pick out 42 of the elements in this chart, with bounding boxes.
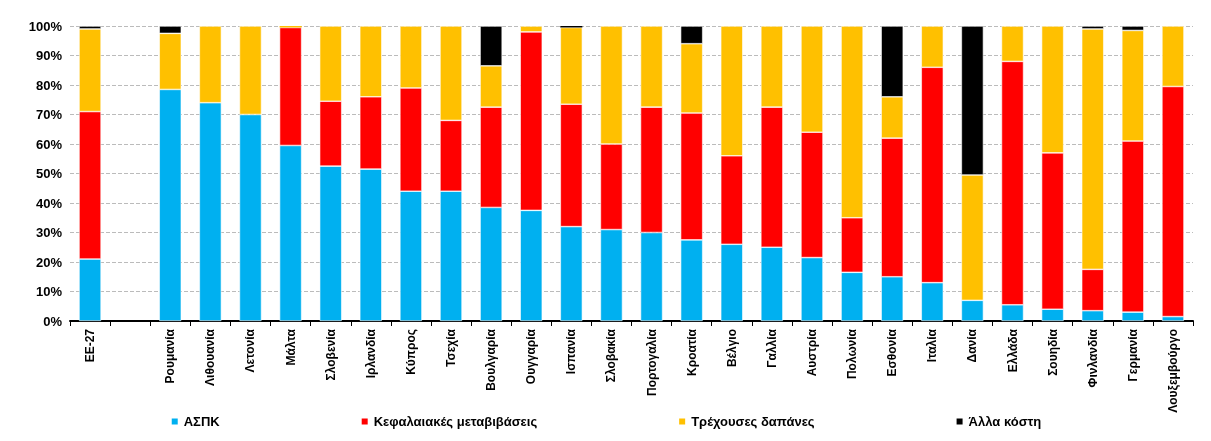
- legend-label: ΑΣΠΚ: [183, 414, 221, 429]
- x-tick-label: Ιταλία: [925, 328, 940, 363]
- x-tick-label: Ιρλανδία: [363, 328, 378, 379]
- y-tick-label: 70%: [35, 107, 63, 122]
- y-tick-label: 30%: [35, 225, 63, 240]
- y-tick-label: 80%: [35, 77, 63, 93]
- x-tick-label: Σλοβενία: [323, 328, 338, 381]
- x-tick-label: Μάλτα: [283, 328, 298, 366]
- legend-label: Άλλα κόστη: [968, 414, 1042, 429]
- x-tick-label: Φινλανδία: [1085, 328, 1100, 388]
- x-tick-label: Λετονία: [243, 328, 258, 373]
- legend-label: Τρέχουσες δαπάνες: [691, 414, 815, 429]
- x-tick-label: Ελλάδα: [1005, 328, 1020, 373]
- x-tick-label: ΕΕ-27: [83, 328, 98, 363]
- x-tick-label: Λουξεμβούργο: [1165, 329, 1180, 413]
- x-tick-label: Δανία: [965, 328, 980, 363]
- x-tick-label: Γερμανία: [1125, 328, 1140, 382]
- x-tick-label: Αυστρία: [804, 328, 819, 377]
- x-tick-label: Πολωνία: [845, 328, 860, 380]
- x-tick-label: Τσεχία: [444, 328, 459, 367]
- x-tick-label: Ισπανία: [564, 328, 579, 375]
- x-tick-label: Εσθονία: [885, 328, 900, 377]
- x-tick-label: Βουλγαρία: [484, 328, 499, 391]
- y-tick-label: 50%: [35, 166, 63, 181]
- x-tick-label: Πορτογαλία: [644, 328, 659, 396]
- y-tick-label: 40%: [35, 195, 63, 211]
- x-tick-label: Λιθουανία: [203, 328, 218, 386]
- x-tick-label: Ρουμανία: [163, 328, 178, 384]
- x-tick-label: Σλοβακία: [604, 328, 619, 383]
- x-tick-label: Κύπρος: [403, 329, 418, 375]
- y-tick-label: 90%: [35, 48, 63, 63]
- x-tick-label: Κροατία: [684, 328, 699, 376]
- y-tick-label: 20%: [35, 254, 63, 270]
- y-tick-label: 60%: [35, 136, 63, 152]
- x-tick-label: Βέλγιο: [724, 329, 739, 368]
- x-tick-label: Ουγγαρία: [524, 328, 539, 385]
- y-tick-label: 10%: [35, 284, 63, 299]
- y-tick-label: 0%: [43, 313, 63, 329]
- x-tick-label: Σουηδία: [1045, 328, 1060, 376]
- y-tick-label: 100%: [28, 18, 63, 34]
- x-tick-label: Γαλλία: [764, 328, 779, 368]
- legend-label: Κεφαλαιακές μεταβιβάσεις: [373, 414, 538, 429]
